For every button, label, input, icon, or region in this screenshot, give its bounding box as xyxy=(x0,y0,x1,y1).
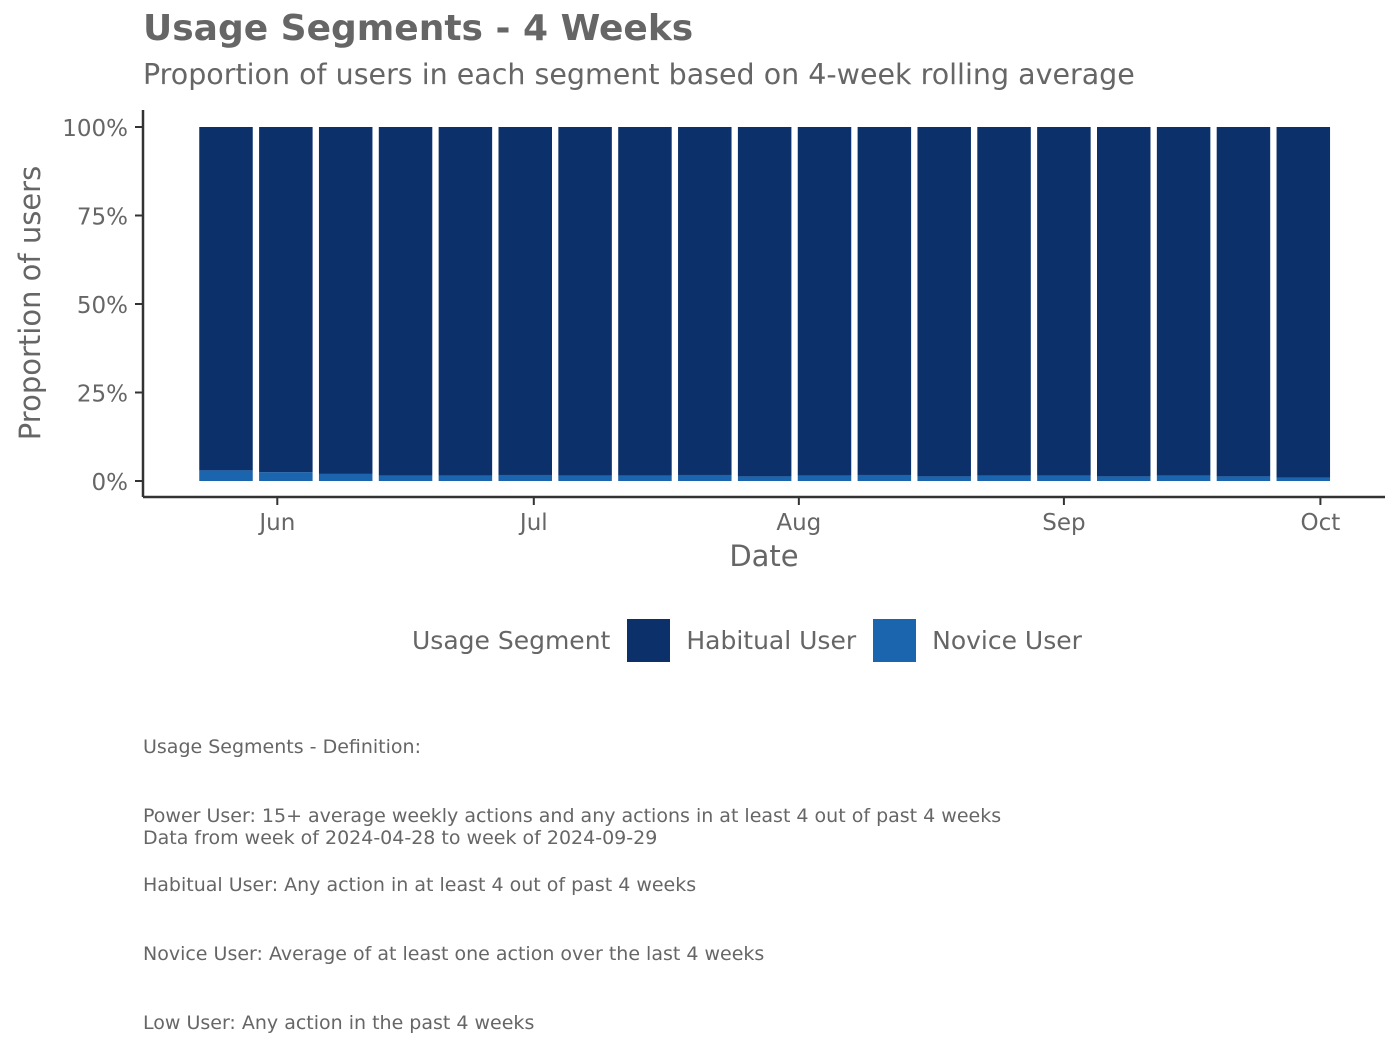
y-tick-label: 100% xyxy=(62,116,128,142)
bar-segment-novice-user xyxy=(558,475,612,481)
bar-segment-habitual-user xyxy=(857,127,912,475)
y-ticks-layer: 0% 25% 50% 75% 100% xyxy=(62,116,143,496)
bar-segment-habitual-user xyxy=(558,127,612,476)
bar-segment-habitual-user xyxy=(318,127,373,474)
y-axis-title: Proportion of users xyxy=(13,166,47,440)
bar-segment-novice-user xyxy=(1037,475,1091,481)
y-tick-label: 0% xyxy=(92,470,129,496)
x-tick-label: Aug xyxy=(776,510,821,536)
definition-low-user: Low User: Any action in the past 4 weeks xyxy=(143,1012,535,1034)
legend-swatch-habitual xyxy=(627,618,671,662)
bar-segment-habitual-user xyxy=(977,127,1031,476)
bar-segment-novice-user xyxy=(1156,475,1211,481)
x-tick-label: Jul xyxy=(518,510,548,536)
bar-segment-habitual-user xyxy=(1097,127,1151,477)
x-tick-label: Jun xyxy=(257,510,295,536)
y-tick-label: 75% xyxy=(77,205,128,231)
bar-segment-novice-user xyxy=(1216,476,1271,481)
definition-habitual-user: Habitual User: Any action in at least 4 … xyxy=(143,874,697,896)
bar-segment-habitual-user xyxy=(1037,127,1091,476)
legend: Usage Segment Habitual User Novice User xyxy=(412,618,1099,662)
bar-segment-novice-user xyxy=(797,475,852,481)
bar-segment-novice-user xyxy=(618,475,672,481)
legend-title: Usage Segment xyxy=(412,625,611,655)
bar-segment-novice-user xyxy=(438,475,493,481)
bar-segment-habitual-user xyxy=(1216,127,1271,477)
bar-segment-habitual-user xyxy=(438,127,493,476)
bar-segment-habitual-user xyxy=(737,127,792,477)
legend-label-novice: Novice User xyxy=(932,625,1082,655)
bar-segment-habitual-user xyxy=(378,127,433,476)
chart-title: Usage Segments - 4 Weeks xyxy=(143,8,694,49)
bar-segment-habitual-user xyxy=(678,127,732,475)
chart-subtitle: Proportion of users in each segment base… xyxy=(143,58,1135,91)
bar-segment-habitual-user xyxy=(498,127,552,475)
x-tick-label: Oct xyxy=(1301,510,1341,536)
bar-segment-habitual-user xyxy=(1276,127,1331,478)
bar-segment-habitual-user xyxy=(1156,127,1211,476)
bar-segment-novice-user xyxy=(1276,477,1331,481)
bar-segment-habitual-user xyxy=(797,127,852,476)
bar-segment-novice-user xyxy=(259,472,313,481)
x-axis-title: Date xyxy=(729,539,798,573)
y-tick-label: 50% xyxy=(77,293,128,319)
bar-segment-novice-user xyxy=(678,474,732,481)
bar-segment-novice-user xyxy=(378,475,433,481)
legend-label-habitual: Habitual User xyxy=(686,625,857,655)
y-tick-label: 25% xyxy=(77,382,128,408)
bar-segment-habitual-user xyxy=(259,127,313,473)
legend-swatch-novice xyxy=(873,618,917,662)
bars-layer xyxy=(199,127,1331,481)
bar-segment-novice-user xyxy=(1097,476,1151,481)
data-range-note: Data from week of 2024-04-28 to week of … xyxy=(143,827,658,849)
bar-segment-novice-user xyxy=(977,475,1031,481)
definition-novice-user: Novice User: Average of at least one act… xyxy=(143,943,765,965)
x-ticks-layer: Jun Jul Aug Sep Oct xyxy=(257,497,1340,536)
definition-power-user: Power User: 15+ average weekly actions a… xyxy=(143,805,1002,827)
bar-segment-habitual-user xyxy=(618,127,672,476)
stacked-bar-chart: 0% 25% 50% 75% 100% Jun Jul Aug Sep Oct Date Pro… xyxy=(13,110,1385,573)
bar-segment-novice-user xyxy=(857,474,912,481)
bar-segment-novice-user xyxy=(737,476,792,481)
bar-segment-novice-user xyxy=(917,476,971,481)
x-tick-label: Sep xyxy=(1042,510,1085,536)
bar-segment-novice-user xyxy=(318,473,373,481)
bar-segment-habitual-user xyxy=(917,127,971,477)
segment-definitions: Usage Segments - Definition: Power User:… xyxy=(143,690,1001,1058)
bar-segment-novice-user xyxy=(199,470,253,481)
definition-heading: Usage Segments - Definition: xyxy=(143,736,421,758)
bar-segment-novice-user xyxy=(498,474,552,481)
bar-segment-habitual-user xyxy=(199,127,253,471)
